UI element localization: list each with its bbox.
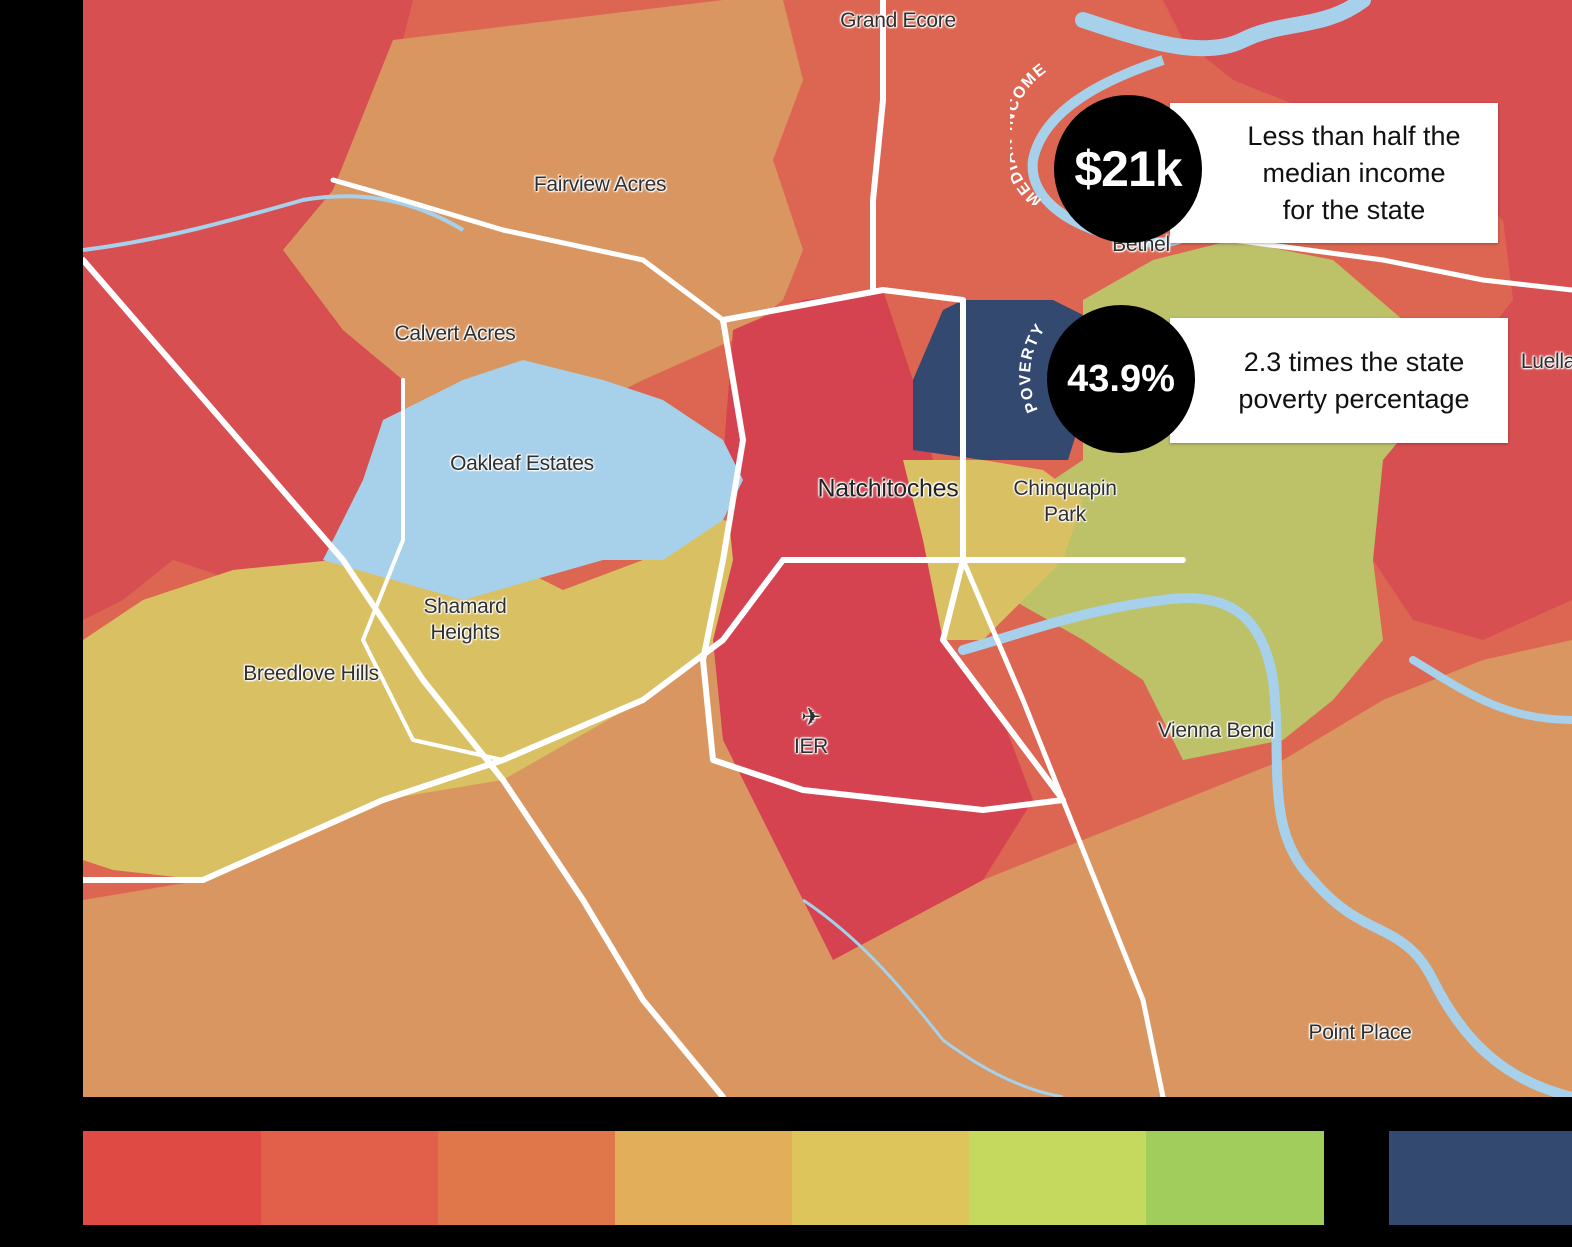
poverty-callout-box: 2.3 times the state poverty percentage [1170, 318, 1508, 443]
income-callout-box: Less than half the median income for the… [1170, 103, 1498, 243]
road-ne [960, 557, 1166, 1097]
label-shamard-heights: Shamard Heights [423, 594, 507, 644]
label-fairview-acres: Fairview Acres [533, 172, 667, 196]
label-ier: IER [793, 734, 829, 758]
lake [323, 360, 743, 600]
airport-icon: ✈ [801, 704, 821, 731]
poverty-text-line-1: 2.3 times the state [1243, 346, 1465, 377]
road-loop [700, 287, 1066, 813]
road-north [870, 0, 886, 293]
poverty-text-line-2: poverty percentage [1238, 383, 1470, 414]
road-ramp [1230, 237, 1572, 293]
legend-swatch-5 [792, 1131, 969, 1225]
zone-dark-red-central [713, 290, 1033, 960]
poverty-value: 43.9% [1067, 357, 1175, 400]
poverty-value-badge: 43.9% [1047, 305, 1195, 453]
river-main [958, 593, 1572, 1097]
legend-swatch-1 [83, 1131, 261, 1225]
label-point-place: Point Place [1308, 1020, 1412, 1044]
income-text-line-2: median income [1262, 157, 1446, 188]
zone-yellow-central [903, 460, 1083, 640]
income-arc-label: MEDIAN INCOME [1010, 60, 1050, 205]
road-highway-diag [83, 257, 726, 1097]
legend-swatch-2 [261, 1131, 438, 1225]
label-grand-ecore: Grand Ecore [840, 8, 956, 32]
poverty-arc-label: POVERTY [1017, 320, 1049, 415]
legend-swatch-7 [1146, 1131, 1324, 1225]
river-west [83, 194, 465, 252]
road-highway-west [83, 557, 1186, 883]
label-vienna-bend: Vienna Bend [1157, 718, 1275, 742]
svg-text:MEDIAN INCOME: MEDIAN INCOME [1010, 60, 1050, 205]
river-north [1075, 0, 1371, 57]
legend-highlight-swatch [1389, 1131, 1572, 1225]
poverty-arc-text: POVERTY [1017, 320, 1048, 415]
label-natchitoches: Natchitoches [817, 474, 959, 503]
river-south [802, 898, 1064, 1097]
zone-navy-highlight [913, 300, 1093, 460]
legend [83, 1131, 1324, 1225]
label-chinquapin-park: Chinquapin Park [1013, 476, 1117, 526]
legend-swatch-6 [969, 1131, 1146, 1225]
income-arc-text: MEDIAN INCOME [1010, 60, 1049, 205]
roads [83, 0, 1572, 1097]
zone-red-left [83, 0, 413, 620]
label-luella: Luella [1520, 349, 1572, 373]
svg-text:POVERTY: POVERTY [1017, 320, 1049, 415]
income-text-line-3: for the state [1282, 194, 1426, 225]
river-east [1409, 656, 1572, 724]
legend-swatch-4 [615, 1131, 792, 1225]
zone-orange-south [83, 640, 1572, 1097]
legend-swatch-3 [438, 1131, 615, 1225]
label-oakleaf-estates: Oakleaf Estates [450, 451, 594, 475]
road-west-loop [361, 378, 505, 762]
road-upper [330, 177, 726, 323]
zone-yellow-west [83, 520, 803, 880]
income-value-badge: $21k [1054, 95, 1202, 243]
label-breedlove-hills: Breedlove Hills [243, 661, 379, 685]
income-value: $21k [1074, 141, 1182, 197]
income-text-line-1: Less than half the [1247, 120, 1461, 151]
label-calvert-acres: Calvert Acres [394, 321, 516, 345]
